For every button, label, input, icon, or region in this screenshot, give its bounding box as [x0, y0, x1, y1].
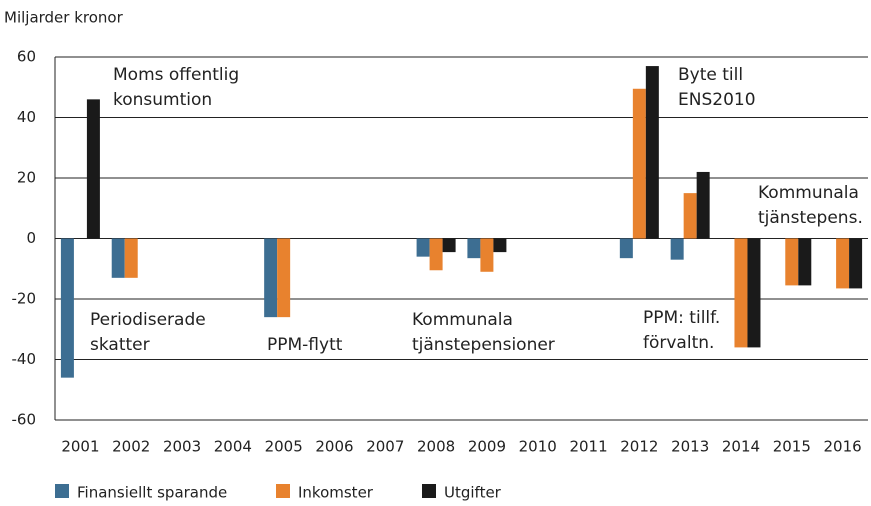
- x-tick-label: 2009: [468, 438, 506, 456]
- bar: [416, 238, 430, 257]
- x-tick-label: 2013: [671, 438, 709, 456]
- x-tick-label: 2006: [315, 438, 353, 456]
- annotation: ENS2010: [678, 90, 756, 110]
- bar: [632, 88, 646, 239]
- bar: [111, 238, 125, 278]
- y-tick-label: -60: [12, 411, 37, 429]
- bar: [734, 238, 748, 348]
- annotation: Periodiserade: [90, 310, 206, 330]
- x-tick-label: 2005: [265, 438, 303, 456]
- annotation: Kommunala: [412, 310, 513, 330]
- bar: [60, 238, 74, 378]
- bar: [849, 238, 863, 289]
- bar: [442, 238, 456, 253]
- bar: [264, 238, 278, 318]
- bar: [670, 238, 684, 260]
- legend-label: Inkomster: [298, 484, 374, 502]
- x-tick-label: 2004: [214, 438, 252, 456]
- bar: [493, 238, 507, 253]
- bar: [747, 238, 761, 348]
- y-tick-label: 0: [26, 229, 36, 247]
- annotation: konsumtion: [113, 90, 212, 110]
- x-tick-label: 2002: [112, 438, 150, 456]
- bar: [836, 238, 850, 289]
- annotation: Kommunala: [758, 183, 859, 203]
- x-tick-label: 2001: [61, 438, 99, 456]
- y-tick-label: 40: [17, 108, 36, 126]
- y-tick-label: 20: [17, 169, 36, 187]
- bar: [277, 238, 291, 318]
- bar: [86, 99, 100, 239]
- x-tick-label: 2016: [824, 438, 862, 456]
- y-axis-label: Miljarder kronor: [4, 9, 124, 27]
- bar: [619, 238, 633, 259]
- x-tick-label: 2003: [163, 438, 201, 456]
- annotation: PPM: tillf.: [643, 308, 720, 328]
- bar: [645, 66, 659, 239]
- x-tick-label: 2008: [417, 438, 455, 456]
- bar: [696, 171, 710, 239]
- annotation: Moms offentlig: [113, 65, 239, 85]
- annotation: Byte till: [678, 65, 743, 85]
- legend-swatch: [422, 484, 436, 498]
- x-tick-label: 2010: [519, 438, 557, 456]
- bar: [683, 193, 697, 239]
- bar: [480, 238, 494, 272]
- annotation: skatter: [90, 335, 150, 355]
- bar: [798, 238, 812, 286]
- bar: [429, 238, 443, 271]
- y-tick-label: -40: [12, 350, 37, 368]
- y-tick-label: 60: [17, 48, 36, 66]
- x-tick-label: 2011: [569, 438, 607, 456]
- annotation: tjänstepensioner: [412, 335, 555, 355]
- bar: [124, 238, 138, 278]
- legend-label: Finansiellt sparande: [77, 484, 227, 502]
- annotation: tjänstepens.: [758, 208, 863, 228]
- annotation: PPM-flytt: [267, 335, 343, 355]
- legend-swatch: [276, 484, 290, 498]
- x-tick-label: 2015: [773, 438, 811, 456]
- x-tick-label: 2012: [620, 438, 658, 456]
- bar: [785, 238, 799, 286]
- y-tick-label: -20: [12, 290, 37, 308]
- bar: [467, 238, 481, 259]
- legend-label: Utgifter: [444, 484, 502, 502]
- annotation: förvaltn.: [643, 333, 714, 353]
- legend-swatch: [55, 484, 69, 498]
- x-tick-label: 2014: [722, 438, 760, 456]
- x-tick-label: 2007: [366, 438, 404, 456]
